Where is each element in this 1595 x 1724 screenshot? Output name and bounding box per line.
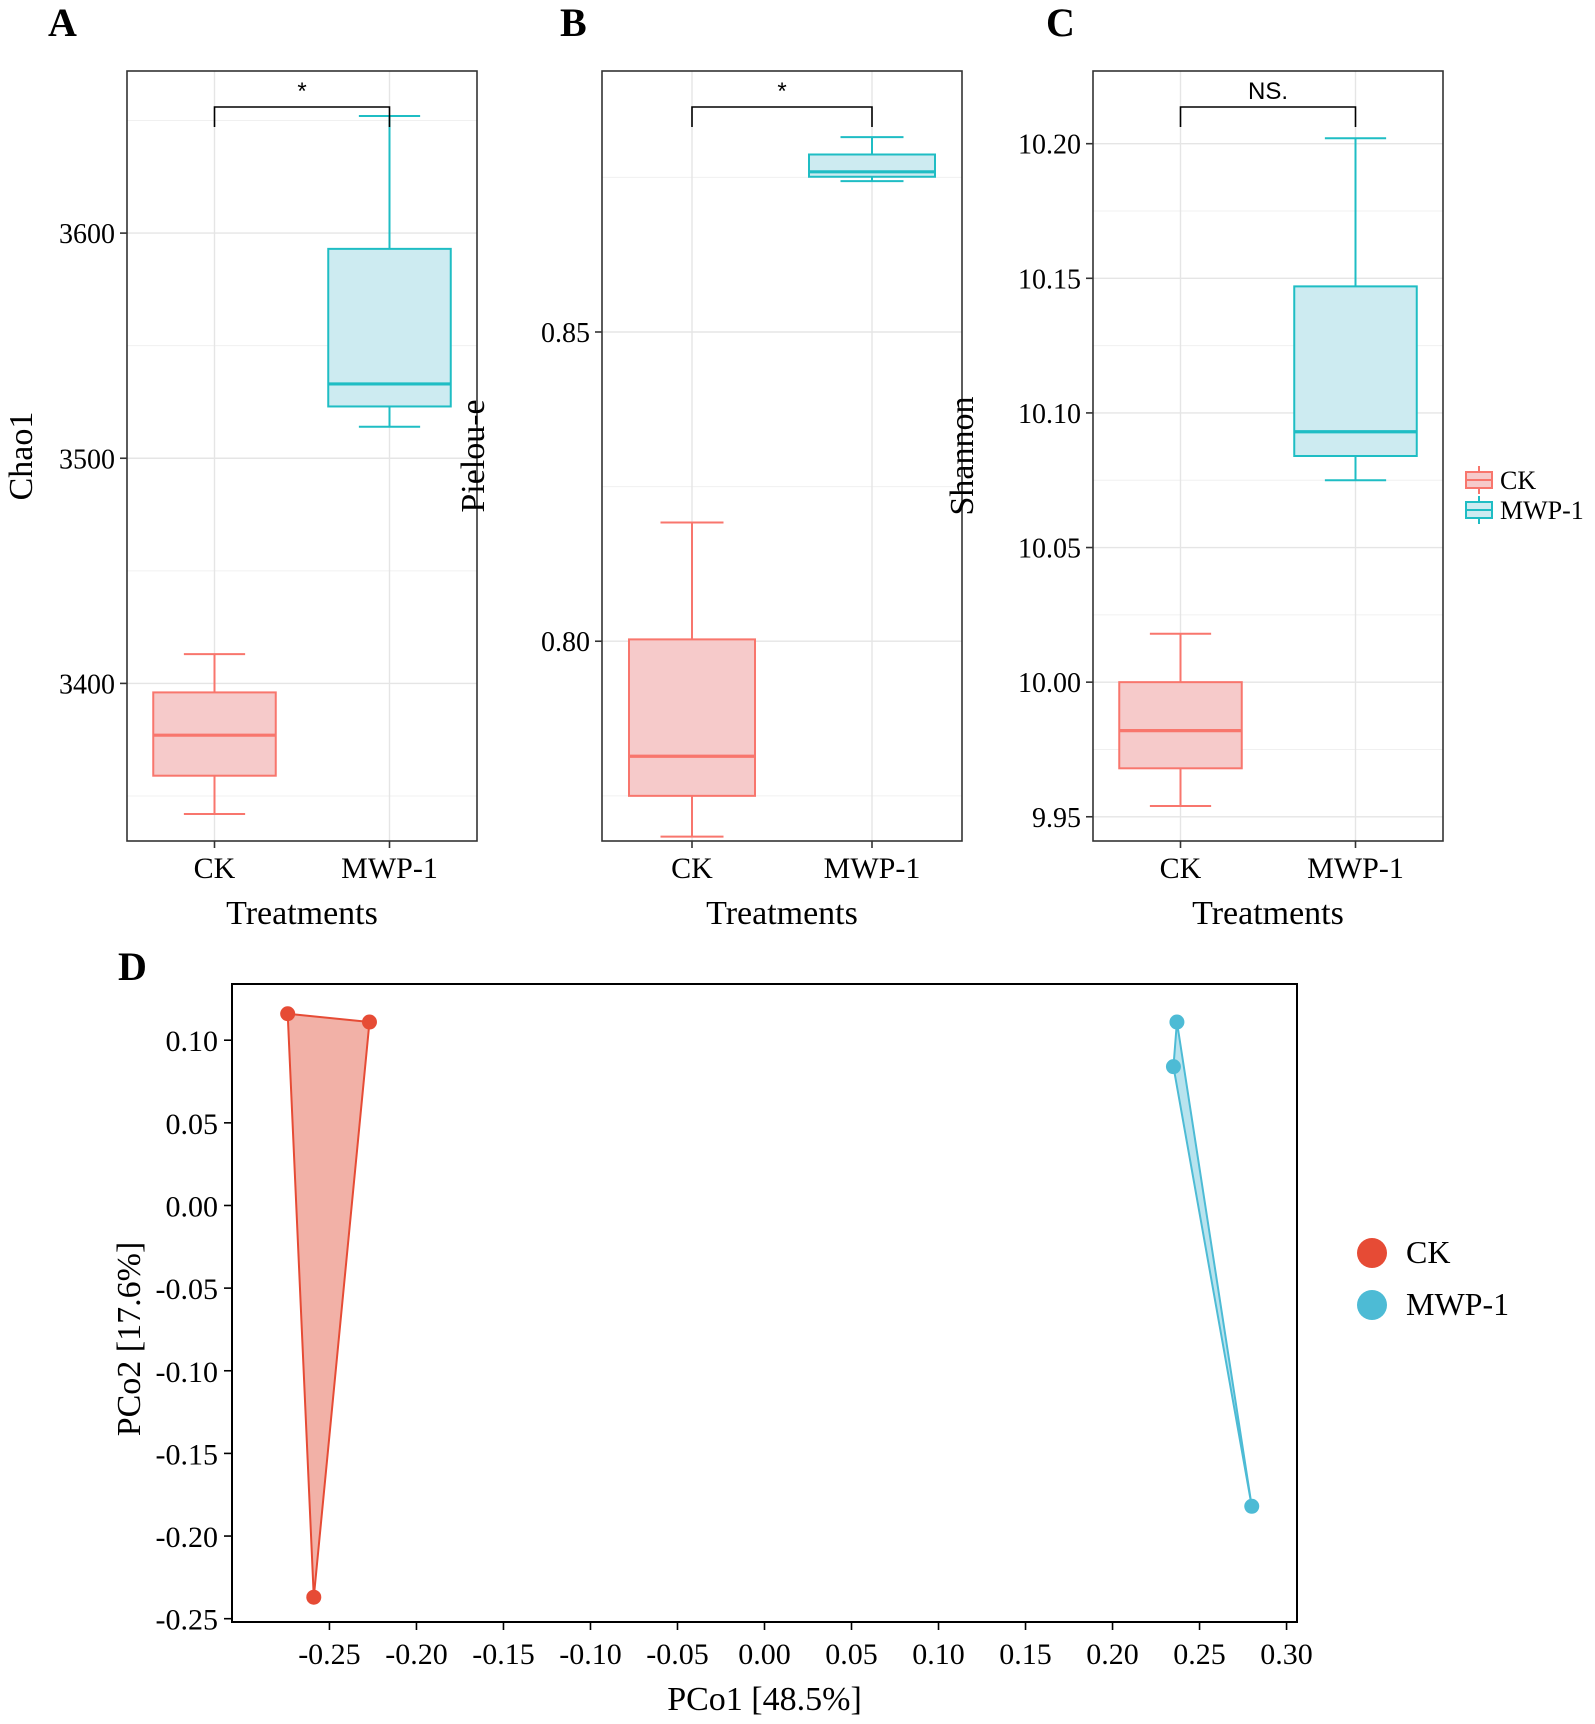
hull-mwp-1 (1172, 1021, 1253, 1508)
y-axis-title: PCo2 [17.6%] (111, 1242, 148, 1437)
y-tick-label: 10.00 (1018, 668, 1081, 699)
legend-label: CK (1500, 466, 1536, 495)
legend-item-ck: CK (1465, 466, 1536, 495)
y-tick-label: 10.15 (1018, 264, 1081, 295)
box-ck (628, 638, 756, 797)
significance-bracket (1179, 106, 1357, 127)
x-tick-label: 0.00 (738, 1638, 791, 1671)
panel-border (601, 70, 963, 842)
x-tick-label: 0.15 (999, 1638, 1052, 1671)
y-axis-title: Chao1 (3, 412, 40, 501)
y-tick-label: -0.15 (156, 1438, 219, 1471)
x-tick-label: CK (671, 852, 713, 885)
y-tick-label: 3600 (59, 219, 115, 250)
y-axis-title: Shannon (944, 397, 981, 516)
legend-dot (1357, 1290, 1387, 1320)
y-tick-label: 10.20 (1018, 130, 1081, 161)
x-tick-label: -0.10 (559, 1638, 622, 1671)
x-tick-label: 0.05 (825, 1638, 878, 1671)
x-tick-label: CK (1160, 852, 1202, 885)
point-ck (280, 1006, 296, 1022)
x-tick-label: 0.20 (1086, 1638, 1139, 1671)
box-mwp-1 (1293, 285, 1418, 457)
y-tick-label: -0.10 (156, 1356, 219, 1389)
y-tick-label: 10.10 (1018, 399, 1081, 430)
legend-item-mwp-1: MWP-1 (1357, 1286, 1509, 1322)
x-tick-label: MWP-1 (341, 852, 438, 885)
pcoa-plot-border (231, 983, 1298, 1623)
y-tick-label: 0.10 (166, 1025, 219, 1058)
x-tick-label: -0.15 (472, 1638, 535, 1671)
legend-dot (1357, 1238, 1387, 1268)
x-tick-label: -0.20 (385, 1638, 448, 1671)
legend-label: MWP-1 (1500, 496, 1584, 525)
box-mwp-1 (327, 247, 452, 408)
hull-ck (286, 1012, 371, 1599)
x-tick-label: MWP-1 (824, 852, 921, 885)
x-tick-label: MWP-1 (1307, 852, 1404, 885)
legend-label: CK (1406, 1234, 1450, 1270)
x-tick-label: 0.30 (1260, 1638, 1313, 1671)
y-tick-label: -0.20 (156, 1521, 219, 1554)
x-tick-label: -0.25 (298, 1638, 361, 1671)
significance-label: * (297, 78, 306, 105)
y-tick-label: 0.85 (541, 318, 590, 349)
legend-item-ck: CK (1357, 1234, 1450, 1270)
y-tick-label: 3500 (59, 444, 115, 475)
y-tick-label: -0.05 (156, 1273, 219, 1306)
legend-item-mwp-1: MWP-1 (1465, 496, 1584, 525)
y-axis-title: Pielou-e (455, 399, 492, 512)
box-ck (1118, 681, 1243, 770)
panel-border (126, 70, 478, 842)
y-tick-label: 0.00 (166, 1190, 219, 1223)
y-tick-label: 10.05 (1018, 534, 1081, 565)
significance-label: NS. (1248, 78, 1288, 105)
y-tick-label: 9.95 (1032, 803, 1081, 834)
panel-letter-b: B (560, 0, 587, 45)
panel-letter-c: C (1046, 0, 1075, 45)
point-mwp-1 (1244, 1498, 1260, 1514)
panel-b-pielou: * 0.80 0.85 CK MWP-1 Treatments Pielou-e (455, 70, 963, 932)
x-axis-title: Treatments (1192, 895, 1344, 932)
significance-label: * (777, 78, 786, 105)
x-tick-label: 0.10 (912, 1638, 965, 1671)
significance-bracket (691, 106, 873, 127)
significance-bracket (213, 106, 391, 127)
x-axis-title: Treatments (226, 895, 378, 932)
x-tick-label: 0.25 (1173, 1638, 1226, 1671)
panel-border (1092, 70, 1444, 842)
point-mwp-1 (1169, 1014, 1185, 1030)
panel-a-chao1: * 3400 3500 3600 CK MWP-1 Treatments Chao1 (3, 70, 478, 932)
legend-label: MWP-1 (1406, 1286, 1509, 1322)
y-tick-label: 0.80 (541, 627, 590, 658)
x-axis-title: PCo1 [48.5%] (667, 1681, 862, 1718)
panel-letter-d: D (118, 944, 147, 989)
y-tick-label: -0.25 (156, 1604, 219, 1637)
y-tick-label: 0.05 (166, 1108, 219, 1141)
panel-d-pcoa: -0.25 -0.20 -0.15 -0.10 -0.05 0.00 0.05 0.10 0.1… (111, 983, 1509, 1718)
x-axis-title: Treatments (706, 895, 858, 932)
x-tick-label: -0.05 (646, 1638, 709, 1671)
point-ck (306, 1589, 322, 1605)
point-ck (361, 1014, 377, 1030)
box-mwp-1 (808, 153, 936, 178)
y-tick-label: 3400 (59, 669, 115, 700)
panel-letter-a: A (48, 0, 77, 45)
x-tick-label: CK (194, 852, 236, 885)
point-mwp-1 (1165, 1059, 1181, 1075)
